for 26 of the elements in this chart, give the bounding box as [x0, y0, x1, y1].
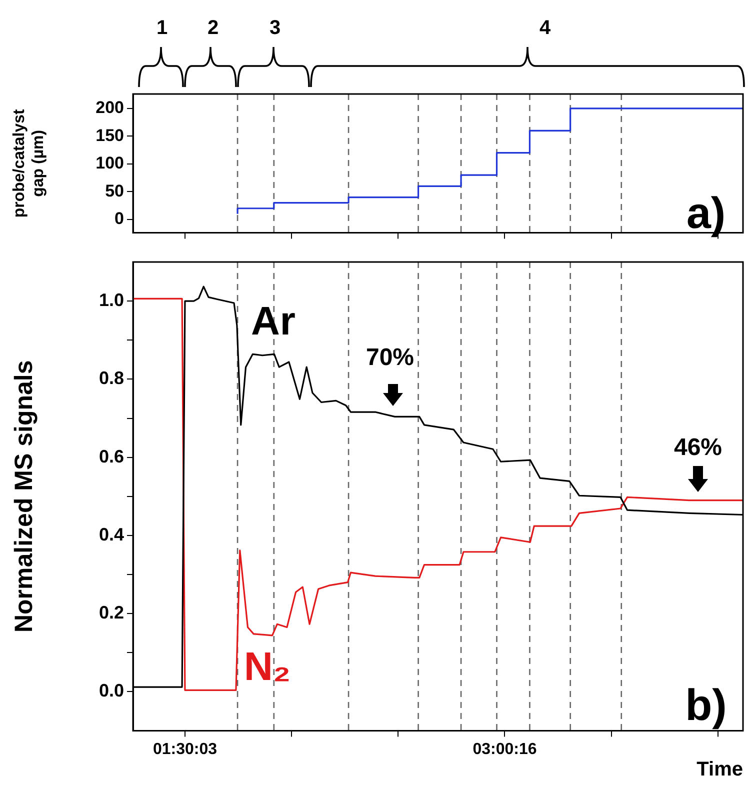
annotation: 70% [366, 344, 414, 371]
y-tick-label: 0 [114, 209, 124, 228]
text: 2 [207, 17, 219, 39]
y-tick-label: 1.0 [98, 290, 124, 310]
text: 4 [539, 17, 551, 39]
x-tick-label: 01:30:03 [152, 740, 218, 758]
text: 3 [269, 17, 281, 39]
y-tick-label: 200 [96, 98, 124, 118]
text: 1 [156, 17, 168, 39]
annotation: a) [686, 189, 726, 238]
y-tick-label: 0.2 [98, 602, 124, 623]
series-label: Ar [250, 299, 296, 344]
y-tick-label: 0.8 [98, 368, 124, 388]
x-axis-title: Time [696, 758, 743, 781]
y-tick-label: 100 [96, 154, 124, 173]
x-tick-label: 03:00:16 [472, 740, 537, 758]
y-tick-label: 150 [96, 126, 124, 145]
y-tick-label: 0.0 [98, 680, 124, 701]
y-tick-label: 0.4 [98, 524, 124, 544]
series-label: N₂ [244, 645, 291, 690]
y-tick-label: 0.6 [98, 446, 124, 466]
annotation: 46% [674, 434, 722, 461]
annotation: b) [685, 681, 727, 730]
y-axis-title: probe/catalyst gap (µm) [11, 108, 48, 218]
y-axis-title: Normalized MS signals [10, 360, 38, 633]
y-tick-label: 50 [105, 181, 124, 200]
